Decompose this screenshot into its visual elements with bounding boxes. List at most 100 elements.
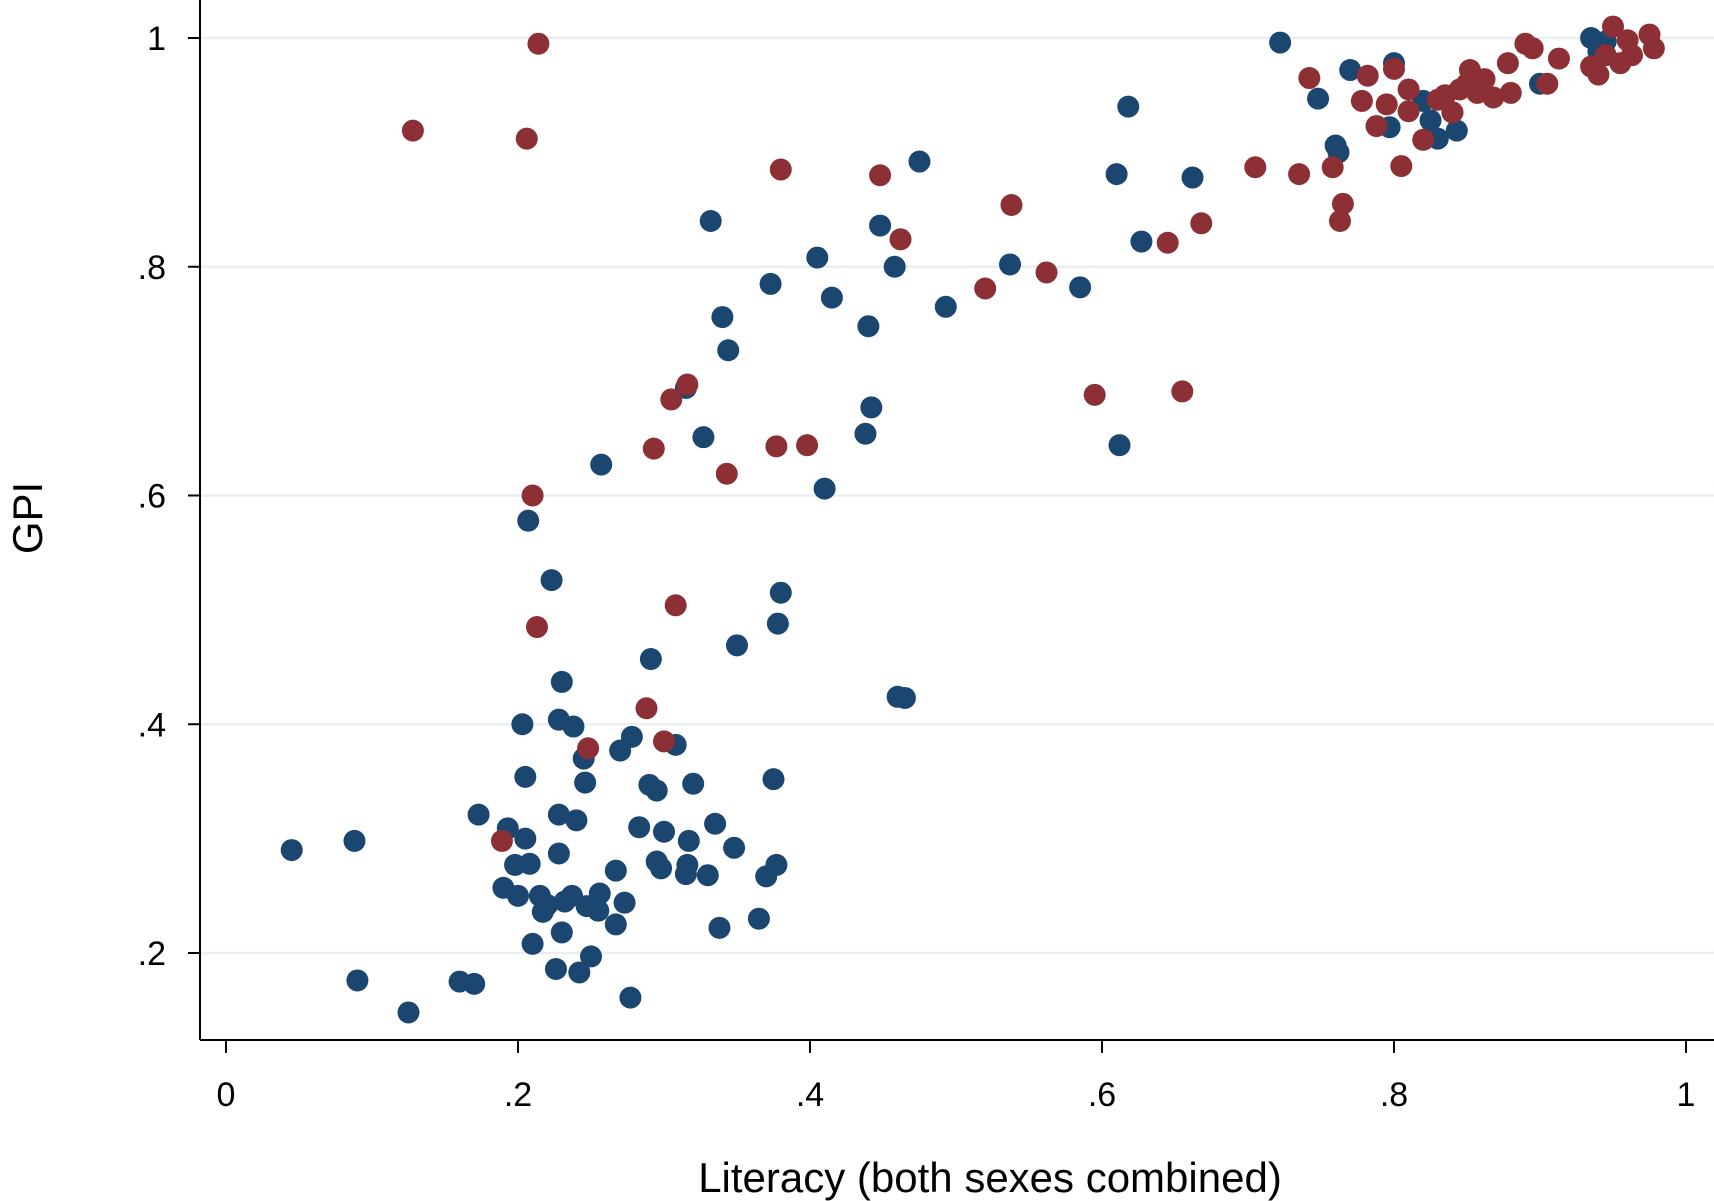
data-point-red [401, 119, 424, 142]
data-point-red [1482, 86, 1505, 109]
data-point-red [1521, 37, 1544, 60]
data-point-red [1496, 52, 1519, 75]
data-point-blue [699, 210, 722, 232]
data-point-blue [511, 713, 534, 736]
data-point-blue [628, 816, 651, 839]
data-point-red [676, 373, 699, 396]
data-point-blue [650, 857, 673, 880]
data-point-blue [467, 803, 490, 826]
data-point-blue [857, 315, 880, 338]
data-point-red [1642, 37, 1665, 60]
data-point-blue [747, 907, 770, 930]
data-point-blue [696, 864, 719, 887]
data-point-red [1190, 212, 1213, 235]
data-point-blue [704, 812, 727, 835]
data-point-blue [999, 253, 1022, 276]
data-point-blue [565, 809, 588, 832]
data-point-red [1331, 192, 1354, 215]
data-point-red [1350, 89, 1373, 112]
y-tick-label: .2 [138, 935, 166, 973]
y-tick-label: .6 [138, 478, 166, 516]
data-point-blue [1269, 31, 1292, 54]
data-point-red [1356, 64, 1379, 87]
x-tick-label: .4 [796, 1076, 824, 1114]
data-point-blue [580, 945, 602, 968]
data-point-blue [613, 891, 636, 914]
data-point-blue [682, 772, 705, 795]
data-point-red [490, 829, 513, 852]
data-point-blue [547, 803, 570, 826]
data-point-blue [708, 916, 731, 939]
data-point-red [515, 127, 538, 150]
data-point-blue [765, 853, 788, 876]
data-point-blue [1108, 434, 1131, 457]
data-point-blue [547, 842, 570, 865]
data-point-blue [820, 286, 843, 309]
data-point-red [1547, 47, 1570, 70]
data-point-blue [653, 820, 675, 843]
data-point-blue [588, 882, 611, 905]
data-point-red [1365, 115, 1388, 138]
data-point-blue [1105, 163, 1128, 186]
data-point-red [1620, 44, 1643, 67]
data-point-blue [908, 150, 931, 173]
data-point-blue [934, 295, 957, 318]
data-point-blue [1069, 276, 1092, 299]
data-point-blue [587, 899, 610, 922]
data-point-red [1000, 193, 1023, 216]
data-point-red [642, 437, 665, 460]
data-point-blue [574, 771, 597, 794]
data-point-blue [536, 893, 559, 916]
data-point-blue [514, 765, 537, 788]
data-point-blue [711, 306, 734, 329]
data-point-blue [604, 913, 627, 936]
data-point-blue [550, 670, 573, 693]
data-point-blue [860, 396, 883, 419]
data-point-red [577, 737, 600, 760]
data-point-red [1035, 261, 1058, 284]
data-point-blue [766, 612, 789, 635]
data-point-blue [619, 986, 642, 1009]
x-tick-label: .8 [1380, 1076, 1408, 1114]
y-axis-title: GPI [4, 482, 51, 554]
data-point-blue [507, 884, 529, 907]
data-point-red [1397, 100, 1420, 123]
data-point-blue [762, 768, 785, 791]
data-point-blue [1117, 95, 1140, 118]
gridlines [201, 36, 1714, 955]
data-point-blue [518, 852, 541, 875]
data-point-blue [1181, 166, 1204, 189]
data-point-blue [726, 634, 748, 657]
data-point-blue [620, 725, 643, 748]
data-point-red [1499, 81, 1522, 104]
data-point-blue [346, 969, 369, 992]
data-point-red [525, 616, 548, 639]
data-point-red [653, 730, 675, 753]
data-point-red [1602, 15, 1624, 38]
data-point-blue [854, 422, 877, 445]
data-point-red [974, 277, 997, 300]
y-tick-label: .8 [138, 249, 166, 287]
data-point-red [664, 594, 687, 617]
data-point-red [1321, 156, 1344, 179]
data-point-blue [806, 246, 829, 269]
data-point-red [1587, 63, 1610, 86]
data-point-blue [759, 272, 782, 295]
data-point-red [1473, 68, 1496, 91]
data-point-blue [883, 255, 906, 278]
data-point-red [1397, 78, 1420, 101]
x-axis-title: Literacy (both sexes combined) [698, 1154, 1282, 1201]
data-point-blue [540, 569, 563, 592]
data-point-red [765, 435, 788, 458]
data-point-blue [343, 829, 366, 852]
x-tick-label: .6 [1088, 1076, 1116, 1114]
data-point-blue [463, 972, 486, 995]
x-tick-label: 1 [1677, 1076, 1696, 1114]
data-point-blue [645, 779, 668, 802]
data-point-blue [813, 477, 836, 500]
data-point-blue [514, 827, 537, 850]
data-point-red [715, 462, 738, 485]
data-point-blue [869, 214, 892, 237]
data-point-blue [544, 958, 567, 981]
data-point-blue [1445, 119, 1468, 142]
